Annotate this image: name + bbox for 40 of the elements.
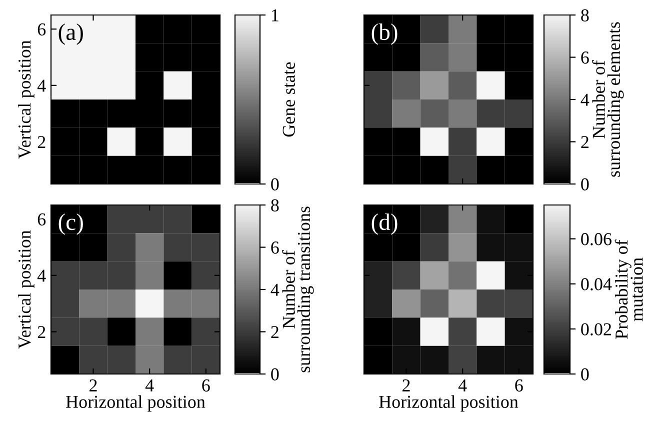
- color-bar-label: 0.04: [581, 278, 612, 290]
- color-bar-label: 8: [581, 9, 589, 22]
- color-bar-title: Number of surrounding elements: [592, 22, 624, 177]
- y-tick-label: 4: [37, 80, 46, 92]
- color-bar-label: 0: [581, 178, 589, 190]
- color-bar-label: 2: [271, 326, 278, 338]
- color-bar-label: 0.02: [581, 323, 612, 336]
- annotation: (a): [58, 23, 83, 45]
- x-tick-label: 4: [145, 380, 154, 392]
- y-axis-title: Vertical position: [18, 40, 34, 159]
- color-bar-label: 0.06: [581, 233, 612, 246]
- annotation: (c): [58, 213, 83, 235]
- color-bar-label: 4: [580, 94, 590, 106]
- y-axis-title: Vertical position: [18, 230, 34, 349]
- color-bar-label: 6: [581, 52, 589, 64]
- annotation: (b): [372, 23, 398, 45]
- x-axis-title: Horizontal position: [379, 395, 518, 412]
- y-tick-label: 4: [37, 270, 46, 282]
- x-tick-label: 6: [515, 379, 523, 392]
- color-bar-title: Gene state: [282, 62, 295, 137]
- color-bar-label: 4: [270, 284, 280, 296]
- x-tick-label: 6: [202, 379, 210, 392]
- color-bar-label: 0: [271, 178, 279, 190]
- x-tick-label: 4: [458, 380, 467, 392]
- color-bar-label: 2: [581, 136, 588, 148]
- color-bar-title: Probability of mutation: [614, 240, 643, 339]
- color-bar-label: 1: [272, 9, 278, 22]
- color-bar-title: Number of surrounding transitions: [282, 206, 314, 372]
- y-tick-label: 2: [38, 136, 46, 148]
- color-bar-label: 6: [271, 242, 279, 254]
- y-tick-label: 2: [38, 326, 46, 338]
- y-tick-label: 6: [38, 213, 46, 226]
- y-tick-label: 6: [38, 23, 46, 36]
- annotation: (d): [372, 213, 398, 235]
- x-tick-label: 2: [90, 379, 97, 392]
- x-tick-label: 2: [402, 379, 410, 392]
- color-bar-label: 0: [581, 368, 589, 380]
- color-bar-label: 0: [271, 368, 279, 380]
- color-bar-label: 8: [271, 199, 279, 212]
- x-axis-title: Horizontal position: [66, 395, 206, 412]
